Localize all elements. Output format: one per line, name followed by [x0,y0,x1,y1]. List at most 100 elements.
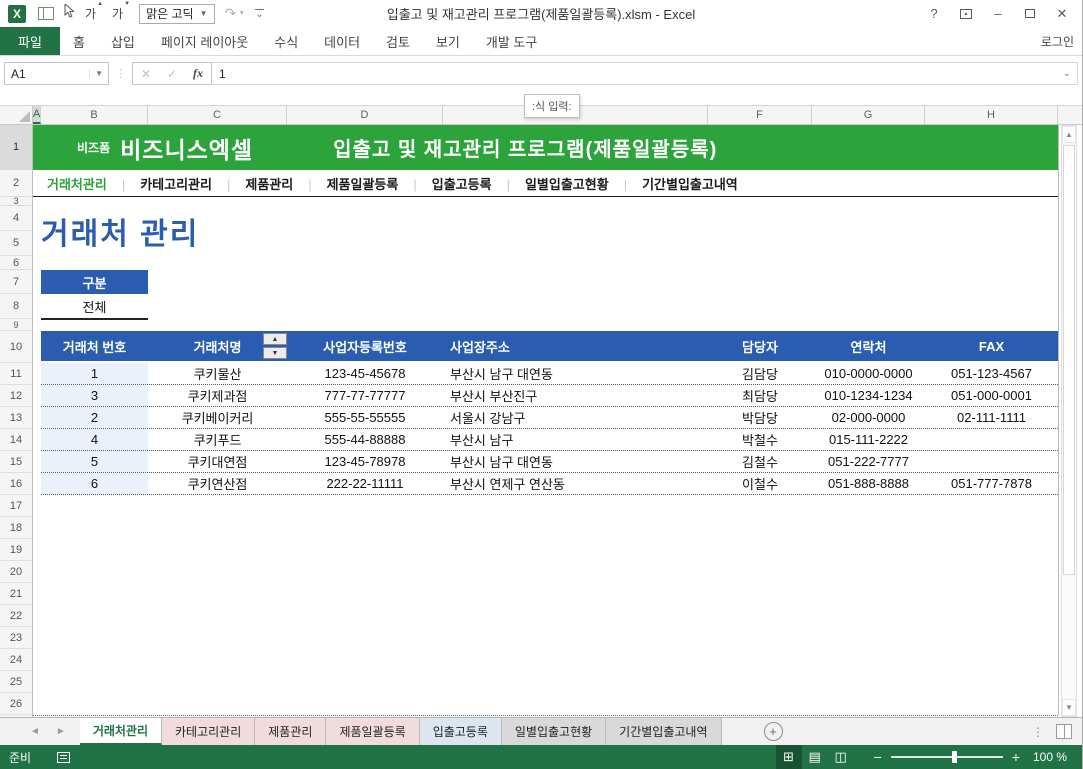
ribbon-tab[interactable]: 데이터 [324,34,361,50]
spinner-down-button[interactable]: ▼ [263,347,287,359]
cell-client-name[interactable]: 쿠키물산 [193,367,242,382]
row-header[interactable]: 14 [0,429,32,451]
row-header[interactable]: 1 [0,125,32,170]
macro-record-icon[interactable] [57,751,71,763]
zoom-in-button[interactable]: + [1011,749,1020,765]
column-header[interactable]: A [33,106,41,124]
sheet-tab[interactable]: 카테고리관리 [162,718,256,745]
row-header[interactable]: 24 [0,649,32,671]
help-button[interactable]: ? [930,6,938,21]
cell-client-no[interactable]: 6 [41,473,148,494]
sheet-tab[interactable]: 제품관리 [255,718,327,745]
cell-address[interactable]: 부산시 남구 대연동 [450,367,553,382]
qat-customize-icon[interactable]: ⌄ [255,8,264,20]
ribbon-tab[interactable]: 홈 [73,34,85,50]
cell-client-name[interactable]: 쿠키베이커리 [181,411,254,426]
row-header[interactable]: 5 [0,231,32,256]
row-header[interactable]: 11 [0,363,32,385]
cell-client-no[interactable]: 5 [41,451,148,472]
prev-sheet-icon[interactable]: ◄ [30,726,40,737]
row-header[interactable]: 26 [0,693,32,715]
login-link[interactable]: 로그인 [1040,34,1074,49]
zoom-out-button[interactable]: − [873,749,882,765]
cell-client-name[interactable]: 쿠키대연점 [187,455,248,470]
ribbon-tab[interactable]: 보기 [435,34,460,50]
scrollbar-thumb[interactable] [1063,145,1075,575]
scroll-up-icon[interactable]: ▲ [1062,126,1076,143]
row-header[interactable]: 6 [0,256,32,270]
filter-value-dropdown[interactable]: 전체 [41,294,148,320]
page-break-view-icon[interactable]: ◫ [834,749,847,764]
cell-client-name[interactable]: 쿠키푸드 [193,433,242,448]
row-header[interactable]: 22 [0,605,32,627]
cell-business-reg-no[interactable]: 555-55-55555 [324,410,406,425]
scrollbar-track[interactable] [1062,143,1076,699]
nav-menu-item[interactable]: 카테고리관리 [107,174,212,193]
cell-address[interactable]: 부산시 부산진구 [450,389,538,404]
cell-manager[interactable]: 김담당 [742,367,778,382]
close-button[interactable]: ✕ [1056,5,1068,21]
ribbon-display-options-button[interactable]: ▴ [952,3,980,25]
zoom-level-label[interactable]: 100 % [1032,750,1068,764]
normal-view-icon[interactable]: ⊞ [775,745,802,769]
sheet-tab[interactable]: 제품일괄등록 [326,718,420,745]
row-header[interactable]: 3 [0,196,32,206]
row-header[interactable]: 16 [0,473,32,495]
cell-address[interactable]: 부산시 연제구 연산동 [450,477,565,492]
row-header[interactable]: 15 [0,451,32,473]
cell-client-no[interactable]: 4 [41,429,148,450]
enter-icon[interactable]: ✓ [166,66,178,81]
ribbon-tab[interactable]: 삽입 [110,34,135,50]
sheet-tab[interactable]: 일별입출고현황 [501,718,607,745]
sheet-area[interactable]: 비즈폼 비즈니스엑셀 입출고 및 재고관리 프로그램(제품일괄등록) 거래처관리… [33,125,1061,717]
select-all-corner[interactable] [0,106,33,124]
nav-menu-item[interactable]: 기간별입출고내역 [609,174,738,193]
cell-business-reg-no[interactable]: 123-45-45678 [324,366,406,381]
row-header[interactable]: 9 [0,319,32,331]
ribbon-tab[interactable]: 개발 도구 [485,34,538,50]
row-header[interactable]: 21 [0,583,32,605]
cell-address[interactable]: 서울시 강남구 [450,411,526,426]
row-header[interactable]: 18 [0,517,32,539]
row-header[interactable]: 10 [0,331,32,363]
cell-address[interactable]: 부산시 남구 [450,433,514,448]
font-name-dropdown[interactable]: 맑은 고딕 ▼ [139,3,215,24]
cell-fax[interactable]: 051-000-0001 [951,388,1032,403]
cell-fax[interactable]: 02-111-1111 [957,410,1026,425]
cell-fax[interactable]: 051-777-7878 [951,476,1032,491]
increase-font-icon[interactable]: 가 ▲ [85,1,104,21]
vertical-scrollbar[interactable]: ▲ ▼ [1061,125,1077,717]
chevron-down-icon[interactable]: ▼ [89,69,108,78]
column-header[interactable]: F [708,106,812,124]
row-header[interactable]: 20 [0,561,32,583]
cell-client-no[interactable]: 2 [41,407,148,428]
cell-address[interactable]: 부산시 남구 대연동 [450,455,553,470]
nav-menu-item[interactable]: 거래처관리 [47,176,107,192]
cell-phone[interactable]: 015-111-2222 [828,432,909,447]
column-header[interactable]: D [287,106,443,124]
cell-fax[interactable] [925,429,1058,450]
nav-menu-item[interactable]: 제품일괄등록 [293,174,399,193]
cell-client-name[interactable]: 쿠키제과점 [187,389,248,404]
row-header[interactable]: 4 [0,206,32,231]
row-header[interactable]: 25 [0,671,32,693]
row-header[interactable]: 17 [0,495,32,517]
cell-business-reg-no[interactable]: 222-22-11111 [326,476,404,491]
name-box[interactable]: A1 ▼ [4,62,109,85]
decrease-font-icon[interactable]: 가 ▼ [112,1,131,21]
tab-splitter-handle[interactable] [1056,724,1072,739]
row-header[interactable]: 7 [0,270,32,294]
sheet-tab[interactable]: 기간별입출고내역 [606,718,722,745]
cell-manager[interactable]: 박담당 [742,411,778,426]
nav-menu-item[interactable]: 제품관리 [212,174,293,193]
row-header[interactable]: 8 [0,294,32,319]
row-header[interactable]: 12 [0,385,32,407]
ribbon-tab[interactable]: 페이지 레이아웃 [160,34,249,50]
row-header[interactable]: 19 [0,539,32,561]
cell-business-reg-no[interactable]: 777-77-77777 [324,388,406,403]
sheet-tab[interactable]: 입출고등록 [419,718,502,745]
maximize-button[interactable] [1016,3,1044,25]
cell-manager[interactable]: 최담당 [742,389,778,404]
insert-function-icon[interactable]: fx [193,66,203,80]
cancel-icon[interactable]: ✕ [140,66,152,81]
